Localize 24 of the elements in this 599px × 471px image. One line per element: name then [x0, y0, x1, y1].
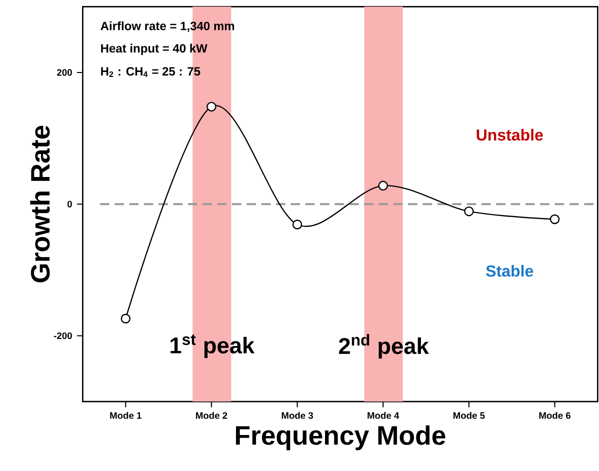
annotation: Unstable: [476, 128, 543, 141]
point: [206, 102, 216, 112]
y-axis-title: Growth Rate: [30, 126, 50, 282]
x-tick-label: Mode 5: [453, 412, 485, 419]
band-label: 1$^{st}$ peak: [170, 334, 255, 358]
y-tick-label: 200: [57, 69, 72, 76]
annotation: H$_{2}$ : CH$_{4}$ = 25 : 75: [101, 67, 200, 77]
point: [550, 214, 560, 224]
annotation: Heat input = 40 kW: [101, 44, 208, 55]
x-tick-label: Mode 1: [110, 412, 142, 419]
x-axis-title: Frequency Mode: [236, 425, 446, 450]
point: [378, 180, 388, 191]
x-tick-label: Mode 3: [282, 412, 314, 419]
x-tick-label: Mode 6: [539, 412, 570, 419]
y-tick-label: 0: [67, 200, 72, 208]
band-label: 2$^{nd}$ peak: [338, 334, 429, 359]
x-tick-label: Mode 2: [196, 412, 228, 419]
x-tick-label: Mode 4: [368, 412, 400, 419]
point: [464, 206, 474, 216]
point: [292, 220, 302, 230]
annotation: Stable: [486, 264, 534, 277]
annotation: Airflow rate = 1,340 mm: [100, 21, 234, 32]
point: [120, 314, 130, 324]
y-tick-label: -200: [54, 332, 72, 340]
